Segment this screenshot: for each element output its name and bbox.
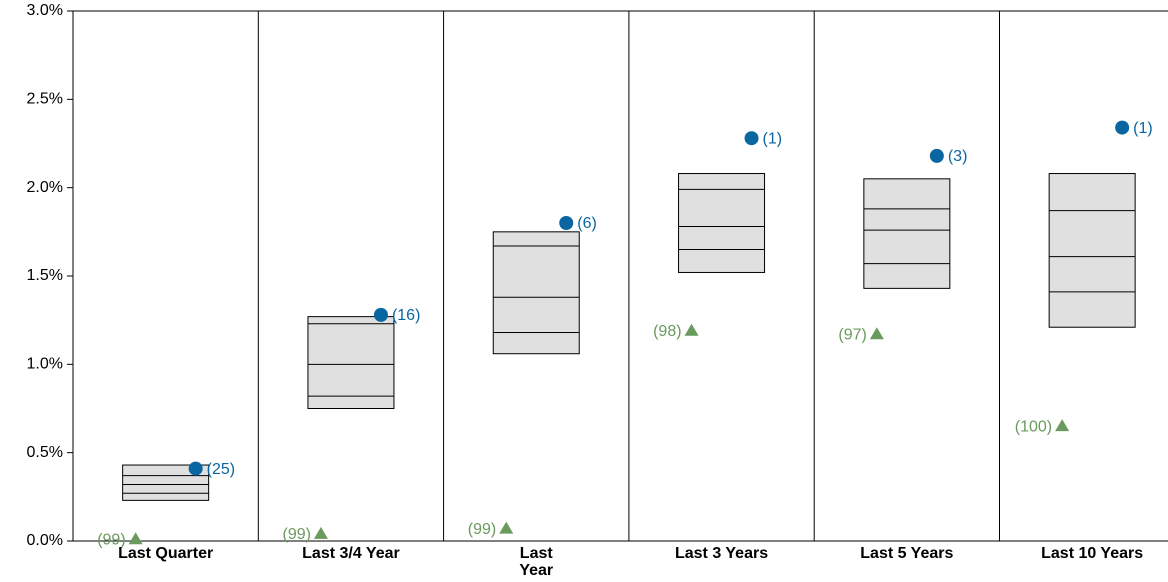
y-tick-label: 0.0%: [27, 532, 63, 549]
point-label: (99): [97, 531, 125, 548]
point-label: (1): [763, 130, 783, 147]
point: [559, 216, 574, 230]
point-label: (99): [468, 521, 496, 538]
box: [863, 178, 951, 289]
y-tick-label: 2.0%: [27, 179, 63, 196]
box: [678, 173, 766, 273]
point-label: (99): [282, 526, 310, 543]
y-tick-label: 3.0%: [27, 2, 63, 19]
point-label: (100): [1015, 418, 1052, 435]
x-tick-label: Last 3 Years: [674, 545, 769, 562]
box: [307, 316, 395, 409]
point: [313, 526, 328, 539]
point-label: (16): [392, 307, 420, 324]
x-tick-label: Last Quarter: [118, 545, 214, 562]
point: [869, 327, 884, 340]
x-tick-label: Last 10 Years: [1041, 545, 1144, 562]
point: [499, 521, 514, 534]
box: [492, 231, 580, 355]
point-label: (1): [1133, 120, 1153, 137]
point: [128, 532, 143, 545]
point: [1115, 120, 1130, 135]
box: [1048, 173, 1136, 328]
point-label: (98): [653, 323, 681, 340]
y-tick-label: 1.5%: [27, 267, 63, 284]
point: [373, 307, 388, 322]
point-label: (3): [948, 148, 968, 165]
point: [684, 323, 699, 336]
point: [744, 131, 759, 146]
point-label: (6): [577, 215, 597, 232]
y-tick-label: 0.5%: [27, 444, 63, 461]
x-tick-label: Last 3/4 Year: [302, 545, 400, 562]
x-tick-label: Last 5 Years: [860, 545, 954, 562]
point: [188, 461, 203, 476]
y-tick-label: 2.5%: [27, 91, 63, 108]
point: [1055, 419, 1070, 432]
point: [929, 148, 944, 163]
y-tick-label: 1.0%: [27, 356, 63, 373]
x-tick-label: Last Year: [519, 545, 554, 579]
point-label: (97): [838, 327, 866, 344]
point-label: (25): [207, 461, 235, 478]
